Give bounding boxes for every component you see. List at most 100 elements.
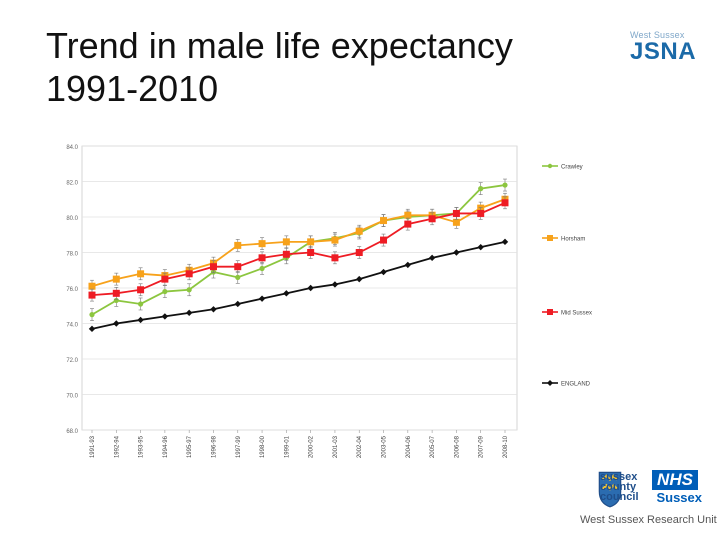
england-point — [113, 320, 120, 327]
y-tick-label: 80.0 — [66, 216, 78, 222]
county-council-logo-text: sussex county council — [600, 472, 639, 503]
mid-sussex-point — [477, 209, 485, 217]
county-line-2: county — [600, 481, 637, 493]
y-tick-label: 72.0 — [66, 358, 78, 364]
mid-sussex-legend-label: Mid Sussex — [561, 311, 592, 317]
horsham-point — [234, 241, 242, 249]
crawley-point — [89, 312, 95, 318]
x-tick-label: 1995-97 — [187, 435, 193, 458]
mid-sussex-point — [501, 199, 509, 207]
horsham-point — [258, 240, 266, 248]
horsham-legend-label: Horsham — [561, 237, 585, 243]
county-council-logo-icon — [598, 471, 622, 508]
crawley-point — [137, 301, 144, 307]
england-point — [307, 284, 314, 292]
horsham-point — [380, 217, 388, 225]
nhs-region: Sussex — [656, 490, 702, 505]
x-tick-label: 1994-96 — [163, 435, 169, 458]
crawley-point — [162, 288, 168, 295]
research-unit-label: West Sussex Research Unit — [580, 514, 717, 526]
x-tick-label: 1992-94 — [114, 435, 120, 458]
y-tick-label: 78.0 — [66, 252, 78, 258]
y-tick-label: 68.0 — [66, 429, 78, 435]
mid-sussex-point — [355, 249, 363, 256]
y-tick-label: 82.0 — [66, 181, 78, 187]
england-point — [404, 261, 412, 269]
x-tick-label: 1998-00 — [260, 435, 266, 458]
x-tick-label: 2006-08 — [454, 435, 460, 458]
horsham-point — [331, 236, 339, 244]
mid-sussex-point — [234, 263, 242, 271]
y-tick-label: 70.0 — [66, 394, 78, 400]
horsham-point — [452, 218, 460, 226]
mid-sussex-point — [137, 286, 145, 294]
x-tick-label: 2001-03 — [333, 435, 339, 458]
nhs-logo: NHS — [652, 470, 698, 490]
jsna-logo-text: JSNA — [630, 38, 697, 65]
england-point — [477, 243, 484, 251]
x-tick-label: 2008-10 — [503, 435, 509, 458]
y-axis: 68.0 70.0 72.0 74.0 76.0 78.0 80.0 82.0 84.0 — [66, 145, 78, 435]
x-tick-label: 1993-95 — [139, 435, 145, 458]
mid-sussex-point — [112, 289, 120, 297]
england-point — [356, 275, 363, 283]
mid-sussex-legend-marker — [547, 309, 553, 315]
county-line-3: council — [600, 491, 639, 503]
life-expectancy-chart: 68.0 70.0 72.0 74.0 76.0 78.0 80.0 82.0 84.0 199… — [66, 145, 592, 458]
chart-legend: Crawley Horsham Mid Sussex ENGLAND — [542, 163, 592, 388]
crawley-point — [259, 265, 265, 272]
x-tick-label: 2005-07 — [430, 435, 436, 458]
crawley-line — [91, 184, 506, 316]
mid-sussex-point — [428, 215, 436, 223]
mid-sussex-point — [331, 254, 339, 262]
crawley-point — [502, 182, 508, 188]
jsna-logo-subtitle: West Sussex — [630, 30, 685, 40]
mid-sussex-point — [209, 263, 217, 271]
england-point — [453, 249, 460, 256]
horsham-legend-marker — [547, 235, 553, 241]
x-tick-label: 2007-09 — [479, 435, 485, 458]
horsham-point — [355, 227, 363, 235]
mid-sussex-point — [185, 270, 193, 278]
mid-sussex-point — [282, 250, 290, 258]
england-point — [185, 309, 193, 317]
crawley-point — [478, 186, 484, 192]
england-line — [91, 240, 506, 330]
england-point — [380, 268, 387, 276]
mid-sussex-point — [88, 291, 96, 299]
mid-sussex-point — [452, 209, 460, 217]
horsham-point — [112, 275, 120, 283]
crawley-point — [235, 274, 241, 280]
title-line-2: 1991-2010 — [46, 68, 219, 109]
x-tick-label: 1999-01 — [284, 435, 290, 458]
crawley-point — [186, 287, 192, 293]
england-point — [283, 290, 290, 297]
england-point — [501, 238, 509, 246]
mid-sussex-line — [91, 201, 506, 296]
slide-title: Trend in male life expectancy 1991-2010 — [46, 24, 606, 110]
mid-sussex-point — [161, 275, 169, 283]
england-point — [137, 316, 144, 324]
england-point — [258, 295, 266, 302]
x-tick-label: 2002-04 — [357, 435, 363, 458]
crawley-legend-label: Crawley — [561, 165, 583, 171]
mid-sussex-point — [404, 220, 412, 228]
y-tick-label: 74.0 — [66, 323, 78, 329]
england-legend-marker — [547, 380, 553, 386]
title-line-1: Trend in male life expectancy — [46, 25, 513, 66]
england-point — [331, 281, 339, 288]
x-axis: 1991-93 1992-94 1993-95 1994-96 1995-97 1996-… — [90, 430, 509, 458]
mid-sussex-point — [380, 236, 388, 244]
horsham-point — [88, 282, 96, 290]
horsham-line — [91, 198, 506, 288]
horsham-point — [137, 270, 145, 278]
x-tick-label: 1996-98 — [211, 435, 217, 458]
mid-sussex-point — [307, 249, 315, 256]
x-tick-label: 1991-93 — [90, 435, 96, 458]
jsna-logo: West Sussex JSNA — [630, 30, 697, 65]
horsham-point — [307, 238, 315, 246]
crawley-legend-marker — [547, 163, 553, 169]
england-point — [234, 300, 241, 308]
x-tick-label: 1997-99 — [236, 435, 242, 458]
chart-series — [88, 178, 509, 333]
